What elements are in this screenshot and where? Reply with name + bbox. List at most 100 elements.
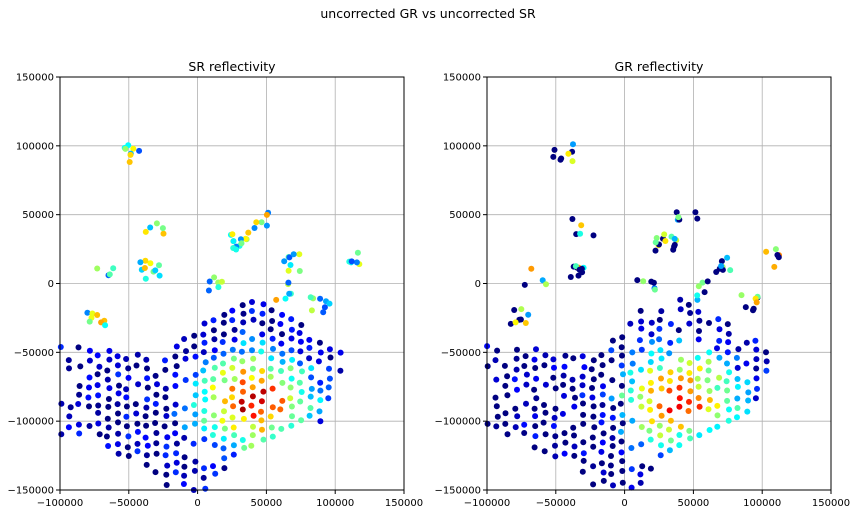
sr-data-point xyxy=(181,434,188,441)
gr-data-point xyxy=(560,381,567,388)
sr-data-point xyxy=(130,145,137,152)
sr-data-point xyxy=(191,343,198,350)
sr-data-point xyxy=(123,386,130,393)
gr-data-point xyxy=(591,424,598,431)
sr-data-point xyxy=(181,424,188,431)
sr-data-point xyxy=(110,265,117,272)
gr-data-point xyxy=(543,281,549,288)
gr-data-point xyxy=(580,457,587,464)
gr-data-point xyxy=(646,427,653,434)
sr-data-point xyxy=(206,278,213,285)
sr-data-point xyxy=(94,382,101,389)
sr-data-point xyxy=(269,318,276,324)
gr-data-point xyxy=(734,364,741,371)
gr-data-point xyxy=(694,215,701,222)
sr-data-point xyxy=(164,462,171,469)
gr-data-point xyxy=(589,434,596,441)
sr-data-point xyxy=(152,469,159,476)
gr-data-point xyxy=(599,402,606,408)
gr-data-point xyxy=(718,263,725,269)
gr-data-point xyxy=(571,432,577,439)
gr-data-point xyxy=(504,373,511,380)
sr-data-point xyxy=(298,322,305,328)
gr-data-point xyxy=(610,405,617,411)
gr-data-point xyxy=(572,394,578,401)
gr-data-point xyxy=(714,384,721,391)
sr-data-point xyxy=(221,408,227,415)
sr-data-point xyxy=(192,371,199,378)
sr-data-point xyxy=(192,380,199,387)
sr-data-point xyxy=(156,272,163,279)
sr-data-point xyxy=(248,374,255,381)
sr-data-point xyxy=(104,367,111,374)
gr-ticks: −100000 −50000 0 50000 100000 150000−150000−1… xyxy=(434,73,850,510)
gr-data-point xyxy=(743,339,750,346)
sr-data-point xyxy=(75,344,82,351)
gr-data-point xyxy=(724,360,730,367)
gr-data-point xyxy=(628,396,635,403)
gr-data-point xyxy=(617,400,624,407)
sr-data-point xyxy=(201,377,208,384)
sr-data-point xyxy=(153,430,160,436)
sr-data-point xyxy=(240,340,247,347)
sr-data-point xyxy=(222,398,228,405)
figure-suptitle: uncorrected GR vs uncorrected SR xyxy=(320,6,536,21)
gr-data-point xyxy=(502,382,509,389)
sr-data-point xyxy=(106,271,113,278)
sr-data-point xyxy=(308,374,315,381)
sr-data-point xyxy=(163,413,170,419)
sr-data-point xyxy=(279,331,285,338)
gr-data-point xyxy=(734,395,741,402)
gr-data-point xyxy=(619,479,626,486)
sr-data-point xyxy=(307,393,314,400)
sr-data-point xyxy=(327,354,334,361)
sr-data-point xyxy=(143,461,150,468)
sr-data-point xyxy=(201,408,208,414)
gr-data-point xyxy=(696,403,703,410)
sr-data-point xyxy=(220,319,227,326)
sr-data-point xyxy=(260,301,267,308)
sr-data-point xyxy=(201,425,208,432)
sr-data-point xyxy=(250,423,256,430)
gr-data-point xyxy=(656,336,663,343)
gr-data-point xyxy=(619,458,626,465)
sr-data-point xyxy=(220,435,227,442)
sr-data-point xyxy=(230,451,237,458)
sr-data-point xyxy=(267,326,274,333)
sr-data-point xyxy=(95,402,102,409)
sr-data-point xyxy=(260,436,267,443)
gr-data-point xyxy=(666,426,672,433)
gr-data-point xyxy=(618,382,625,389)
sr-data-point xyxy=(306,412,313,419)
gr-data-point xyxy=(599,439,606,446)
sr-data-point xyxy=(238,348,245,355)
gr-data-point xyxy=(627,320,634,327)
sr-data-point xyxy=(171,410,178,417)
gr-data-point xyxy=(763,248,770,255)
sr-data-point xyxy=(354,249,361,256)
gr-data-point xyxy=(550,356,557,363)
sr-data-point xyxy=(221,311,228,318)
sr-data-point xyxy=(290,251,297,258)
sr-data-point xyxy=(202,396,209,403)
sr-x-tick-label: 0 xyxy=(194,498,200,509)
sr-data-point xyxy=(229,317,236,324)
sr-data-point xyxy=(220,331,227,338)
sr-data-point xyxy=(279,311,286,318)
gr-data-point xyxy=(661,231,668,238)
sr-data-point xyxy=(134,420,141,427)
gr-data-point xyxy=(647,367,654,374)
gr-data-point xyxy=(599,391,606,398)
sr-data-point xyxy=(103,433,110,440)
sr-data-point xyxy=(114,353,121,360)
sr-data-point xyxy=(86,423,93,429)
gr-data-point xyxy=(619,334,626,341)
sr-data-point xyxy=(164,434,171,441)
sr-data-point xyxy=(106,385,113,392)
sr-data-point xyxy=(267,365,274,372)
sr-data-point xyxy=(75,401,82,407)
sr-data-point xyxy=(259,339,266,346)
sr-data-point xyxy=(249,432,256,439)
gr-data-point xyxy=(531,444,538,451)
